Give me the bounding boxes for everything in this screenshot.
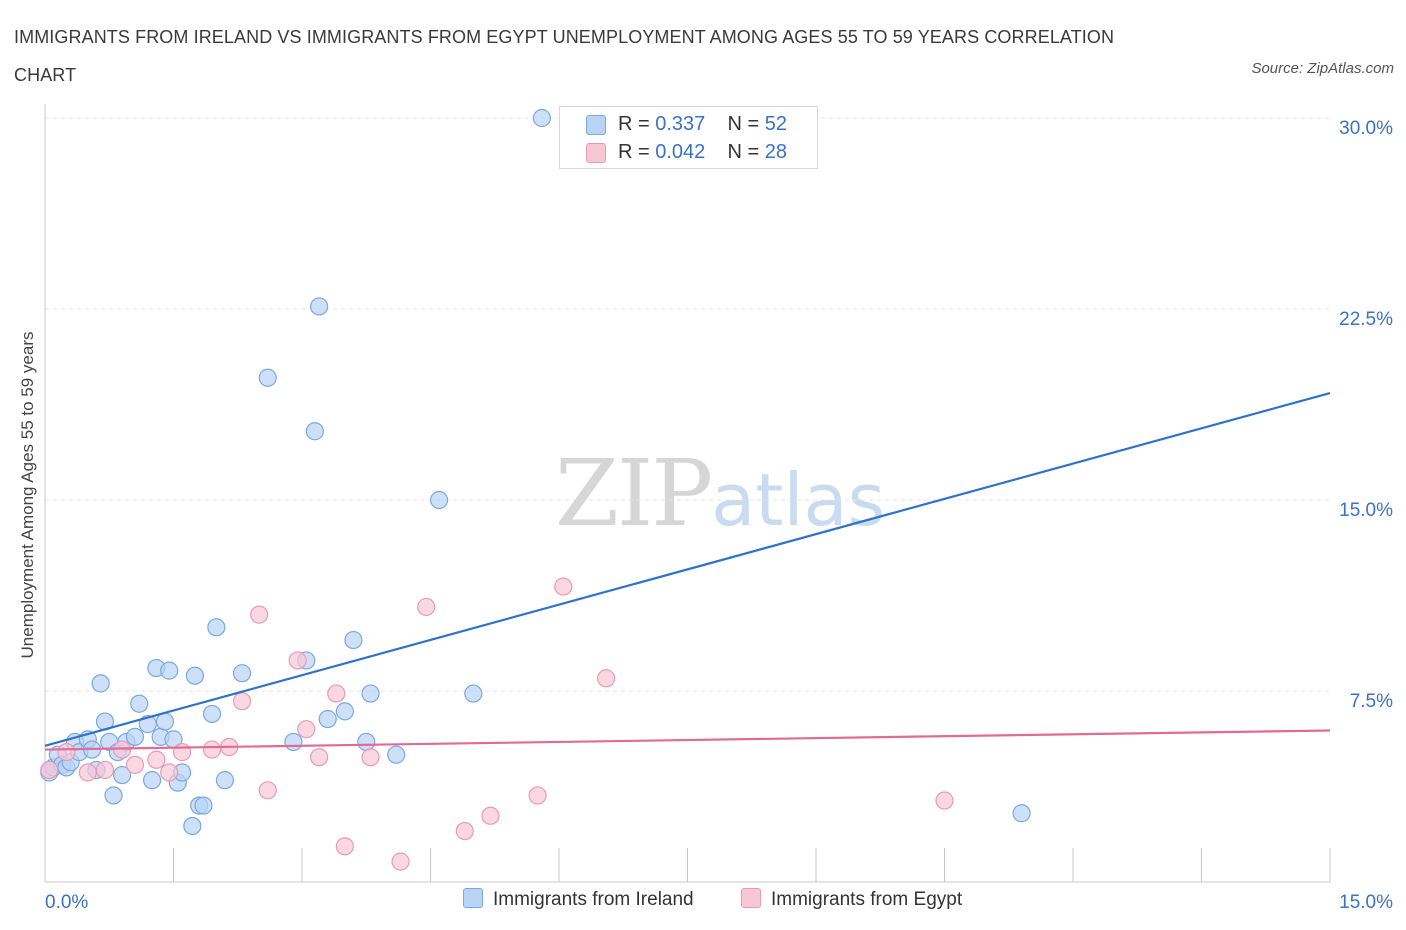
bottom-legend-egypt-label: Immigrants from Egypt	[771, 889, 963, 910]
ireland-point-50	[532, 108, 551, 128]
zipatlas-watermark: ZIPatlas	[555, 440, 885, 547]
egypt-point-15	[297, 720, 316, 739]
egypt-point-13	[258, 781, 277, 800]
ireland-point-42	[318, 709, 337, 729]
ireland-point-25	[160, 661, 179, 680]
chart-title: IMMIGRANTS FROM IRELAND VS IMMIGRANTS FR…	[14, 27, 1115, 85]
watermark-zip: ZIP	[555, 440, 713, 547]
egypt-point-3	[95, 760, 115, 780]
bottom-legend-egypt: Immigrants from Egypt	[741, 888, 962, 911]
ireland-legend-swatch-icon	[463, 888, 483, 908]
egypt-point-8	[172, 743, 192, 762]
ireland-point-38	[284, 732, 303, 752]
egypt-point-9	[202, 740, 222, 759]
bottom-legend-ireland-label: Immigrants from Ireland	[493, 889, 694, 910]
ireland-point-46	[361, 684, 380, 703]
egypt-point-18	[335, 837, 354, 856]
x-tick-label-0: 0.0%	[45, 892, 88, 913]
ireland-swatch-icon	[586, 115, 606, 135]
egypt-point-25	[554, 577, 573, 596]
egypt-legend-swatch-icon	[741, 888, 761, 908]
ireland-r-label: R =	[618, 113, 656, 135]
egypt-point-21	[417, 597, 436, 617]
ireland-point-16	[112, 765, 132, 785]
ireland-point-45	[357, 732, 376, 752]
ireland-point-43	[335, 702, 354, 721]
ireland-point-37	[258, 368, 277, 387]
y-tick-label-2: 22.5%	[1339, 309, 1393, 330]
ireland-point-49	[464, 684, 483, 703]
ireland-point-44	[344, 630, 363, 650]
egypt-swatch-icon	[586, 143, 606, 163]
egypt-point-5	[125, 755, 145, 774]
ireland-point-47	[387, 745, 406, 764]
ireland-n-label: N =	[727, 113, 765, 135]
ireland-point-40	[305, 422, 324, 441]
bottom-legend-ireland: Immigrants from Ireland	[463, 888, 694, 911]
ireland-point-48	[429, 490, 449, 510]
ireland-point-32	[194, 796, 213, 815]
x-tick-label-1: 15.0%	[1339, 892, 1393, 913]
ireland-point-35	[215, 771, 234, 790]
egypt-r-value: 0.042	[655, 141, 706, 163]
ireland-point-18	[125, 727, 145, 746]
egypt-point-19	[361, 748, 380, 767]
egypt-point-24	[528, 786, 547, 805]
y-tick-label-1: 15.0%	[1339, 500, 1393, 521]
y-tick-label-0: 7.5%	[1350, 691, 1393, 712]
ireland-point-11	[91, 674, 110, 693]
ireland-r-value: 0.337	[655, 113, 706, 135]
egypt-r-label: R =	[618, 141, 656, 163]
egypt-point-12	[250, 605, 269, 624]
ireland-point-19	[130, 694, 149, 713]
egypt-trend-line	[44, 729, 1331, 751]
egypt-point-0	[40, 760, 59, 780]
source-note: Source: ZipAtlas.com	[1251, 60, 1394, 77]
y-axis-label: Unemployment Among Ages 55 to 59 years	[18, 331, 37, 659]
ireland-point-34	[207, 618, 226, 637]
egypt-point-2	[78, 763, 97, 782]
egypt-point-17	[327, 684, 346, 703]
egypt-n-value: 28	[764, 141, 788, 163]
egypt-point-6	[147, 750, 166, 769]
egypt-point-11	[232, 692, 252, 711]
ireland-point-51	[1012, 804, 1031, 823]
ireland-point-33	[202, 704, 222, 724]
egypt-point-27	[935, 791, 954, 810]
egypt-point-14	[288, 651, 307, 670]
ireland-point-29	[183, 816, 202, 836]
correlation-legend: R = 0.337 N = 52 R = 0.042 N = 28	[559, 106, 818, 169]
ireland-point-21	[142, 771, 162, 790]
egypt-n-label: N =	[727, 141, 765, 163]
ireland-n-value: 52	[764, 113, 788, 135]
ireland-point-36	[232, 664, 252, 683]
egypt-point-23	[481, 806, 500, 825]
ireland-point-30	[185, 666, 205, 685]
egypt-point-16	[310, 748, 329, 767]
egypt-point-1	[57, 743, 76, 762]
egypt-point-26	[597, 669, 616, 688]
ireland-point-24	[155, 712, 175, 731]
egypt-point-20	[391, 852, 410, 871]
y-tick-label-3: 30.0%	[1339, 118, 1393, 139]
egypt-point-22	[455, 821, 474, 841]
egypt-point-7	[160, 763, 179, 782]
ireland-point-41	[310, 297, 329, 316]
ireland-point-14	[104, 786, 123, 805]
ireland-trend-line	[44, 391, 1331, 747]
